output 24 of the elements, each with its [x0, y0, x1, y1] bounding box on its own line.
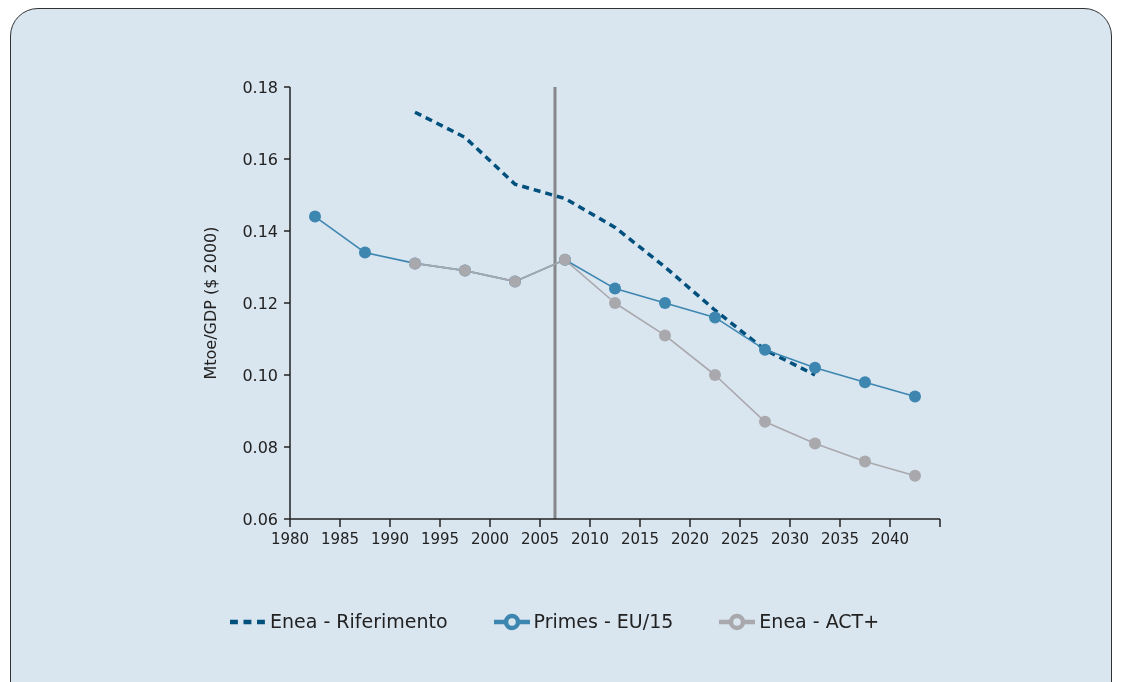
legend-label: Enea - ACT+ [759, 609, 880, 632]
x-tick-label: 2035 [820, 529, 860, 548]
x-tick-label: 2025 [720, 529, 760, 548]
x-tick-label: 1995 [420, 529, 460, 548]
x-tick-label: 2020 [670, 529, 710, 548]
legend-label: Enea - Riferimento [270, 609, 448, 632]
x-tick-label: 1980 [270, 529, 310, 548]
x-tick-label: 2010 [570, 529, 610, 548]
x-tick-label: 2040 [870, 529, 910, 548]
legend-label: Primes - EU/15 [533, 609, 674, 632]
y-axis-title: Mtoe/GDP ($ 2000) [200, 226, 220, 380]
x-tick-label: 1985 [320, 529, 360, 548]
y-tick-label: 0.18 [242, 77, 278, 97]
y-tick-label: 0.16 [242, 149, 278, 169]
x-tick-label: 2030 [770, 529, 810, 548]
y-tick-label: 0.10 [242, 365, 278, 385]
x-tick-label: 2000 [470, 529, 510, 548]
x-tick-label: 2005 [520, 529, 560, 548]
y-tick-label: 0.12 [242, 293, 278, 313]
y-tick-label: 0.14 [242, 221, 278, 241]
x-tick-label: 2015 [620, 529, 660, 548]
x-tick-label: 1990 [370, 529, 410, 548]
y-tick-label: 0.08 [242, 437, 278, 457]
y-tick-label: 0.06 [242, 509, 278, 529]
